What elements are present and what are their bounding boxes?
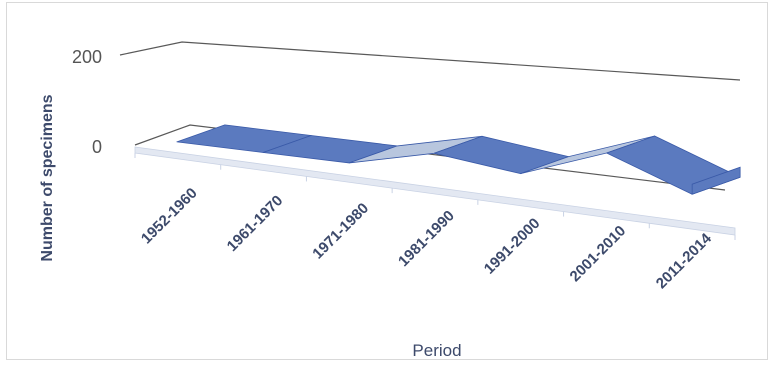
y-axis-label: Number of specimens (39, 94, 56, 261)
x-axis-ticks: 1952-1960 1961-1970 1971-1980 1981-1990 1991… (138, 185, 715, 293)
chart-frame (6, 2, 768, 360)
x-tick-label: 1952-1960 (138, 185, 201, 248)
x-tick-label: 1961-1970 (224, 192, 287, 255)
x-axis-label: Period (412, 341, 461, 360)
gridlines (119, 41, 741, 240)
ribbon-end-cap (691, 166, 741, 195)
x-tick-label: 1971-1980 (309, 200, 372, 263)
gridline-max (119, 41, 741, 81)
x-tick-label: 2011-2014 (653, 230, 716, 293)
x-tick-label: 1991-2000 (481, 215, 544, 278)
gridline-zero (134, 124, 726, 191)
y-tick-label: 200 (72, 47, 102, 67)
y-tick-label: 0 (92, 137, 102, 157)
x-tick-label: 1981-1990 (395, 207, 458, 270)
x-tick-label: 2001-2010 (567, 222, 630, 285)
y-axis-ticks: 0 200 (72, 47, 102, 157)
data-ribbon (176, 124, 741, 195)
